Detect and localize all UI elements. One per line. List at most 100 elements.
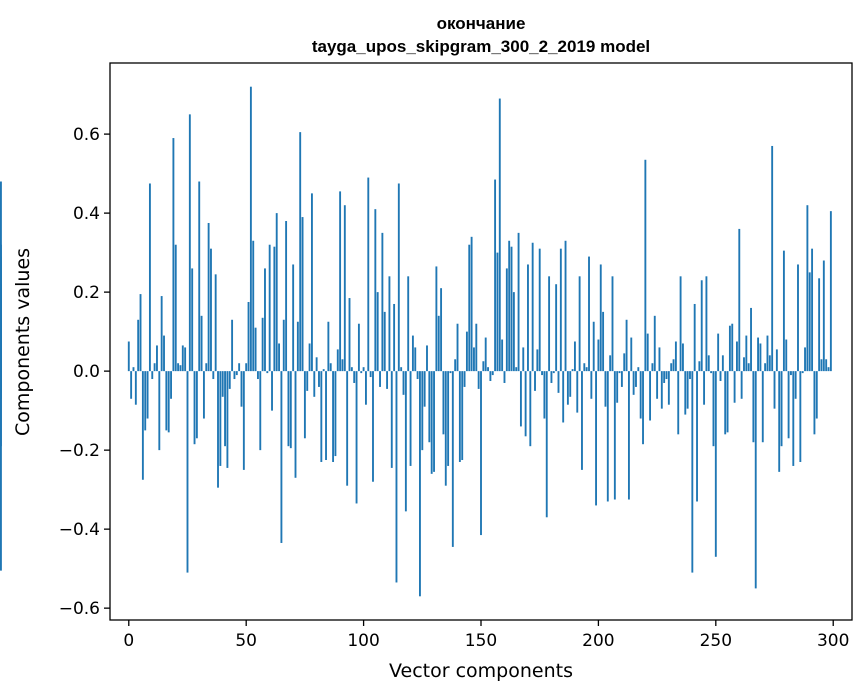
x-tick-label: 50	[235, 631, 257, 651]
bar	[174, 244, 177, 372]
bar	[508, 240, 511, 372]
bar	[522, 347, 525, 372]
x-tick-label: 300	[817, 631, 849, 651]
bar	[721, 355, 724, 372]
bar	[752, 371, 755, 443]
bar	[503, 371, 506, 383]
bar	[186, 371, 189, 573]
bar	[801, 371, 804, 374]
bar	[315, 357, 318, 372]
bar	[301, 217, 304, 372]
bar	[541, 371, 543, 376]
bar	[449, 371, 452, 374]
bar	[527, 264, 529, 372]
y-tick-label: −0.6	[59, 599, 100, 619]
y-axis-label: Components values	[12, 248, 34, 436]
bar	[658, 347, 661, 372]
bar	[712, 371, 715, 447]
bar	[365, 371, 367, 405]
bar	[677, 371, 680, 435]
bar	[754, 371, 757, 589]
bar	[416, 371, 419, 380]
bar	[496, 252, 499, 372]
bar	[637, 367, 640, 372]
bar	[442, 371, 445, 435]
bar	[463, 371, 466, 387]
bar	[768, 355, 771, 372]
bar	[465, 331, 468, 372]
bar	[764, 363, 767, 372]
bar	[806, 205, 809, 372]
bar	[163, 335, 165, 372]
bar	[829, 211, 832, 372]
bar	[310, 193, 313, 372]
bar	[571, 369, 574, 372]
bar	[620, 371, 623, 387]
bar	[761, 371, 764, 443]
bar	[517, 232, 520, 372]
bar	[219, 371, 222, 466]
bar	[332, 371, 335, 462]
bar	[616, 371, 619, 403]
bar	[285, 221, 288, 372]
bar	[242, 371, 245, 470]
bar	[811, 248, 814, 372]
bar	[804, 347, 806, 372]
bar	[156, 345, 158, 372]
bar	[719, 371, 722, 382]
bar	[148, 183, 151, 372]
bar	[158, 371, 161, 451]
bar	[703, 371, 706, 405]
bar	[740, 371, 743, 399]
bar	[212, 371, 215, 380]
bar	[599, 264, 602, 372]
bar	[750, 307, 752, 372]
bar	[815, 371, 818, 419]
bar	[644, 159, 647, 372]
bar	[390, 371, 393, 468]
bar	[435, 266, 438, 372]
bar	[245, 363, 248, 372]
bar	[294, 371, 297, 478]
bar	[529, 371, 532, 447]
bar	[193, 371, 196, 445]
bar	[426, 345, 428, 372]
bar	[172, 138, 175, 372]
bar	[419, 371, 421, 597]
bar	[320, 371, 323, 462]
bar	[686, 371, 689, 409]
chart-subtitle: tayga_upos_skipgram_300_2_2019 model	[312, 37, 650, 56]
bar	[233, 371, 236, 380]
bar	[724, 371, 727, 435]
bar	[581, 371, 583, 470]
bar	[733, 371, 736, 403]
bar	[524, 371, 527, 437]
bar	[651, 363, 654, 372]
bar	[827, 367, 830, 372]
bar	[249, 86, 252, 372]
bar	[672, 359, 675, 372]
bar	[388, 276, 391, 372]
bar	[271, 371, 273, 411]
bar	[569, 371, 572, 397]
bar	[489, 371, 492, 382]
bar	[322, 369, 325, 372]
bar	[423, 371, 426, 407]
bar	[487, 367, 489, 372]
bar	[421, 371, 424, 451]
bar	[790, 371, 792, 376]
bar	[132, 367, 135, 372]
bar	[456, 323, 459, 372]
bar	[414, 347, 417, 372]
bar	[137, 319, 140, 372]
chart-title: окончание	[437, 14, 526, 33]
bar	[228, 371, 231, 389]
bar	[606, 371, 609, 502]
bar	[360, 371, 363, 374]
bar	[550, 371, 553, 383]
bar	[743, 357, 745, 372]
bar	[268, 244, 271, 372]
bar	[141, 371, 144, 480]
x-axis-label: Vector components	[389, 660, 573, 682]
